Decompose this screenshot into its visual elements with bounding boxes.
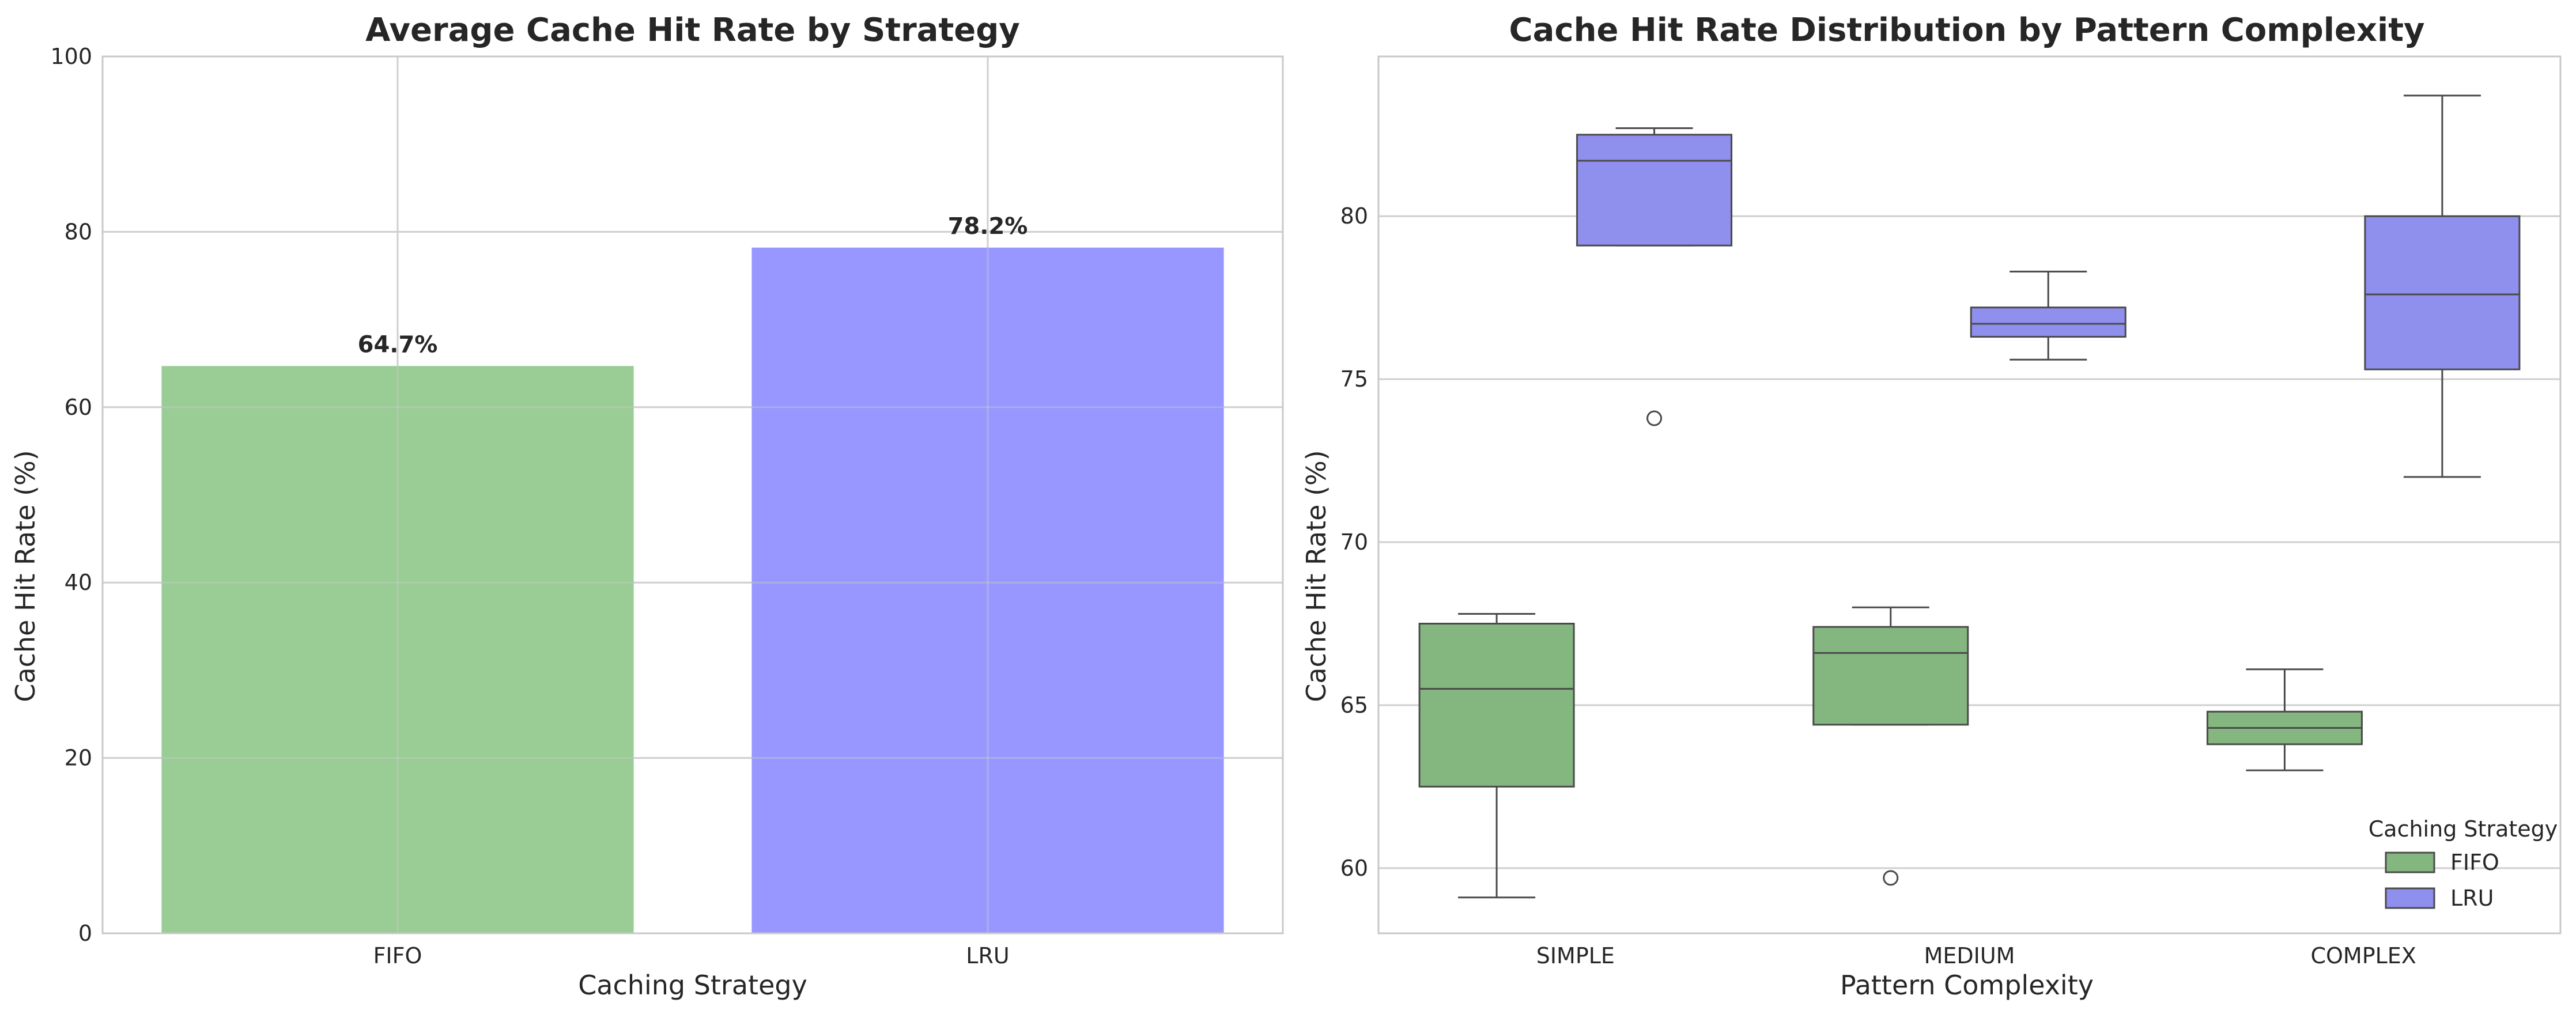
- legend: Caching Strategy FIFO LRU: [2369, 816, 2558, 911]
- legend-swatch-lru: [2385, 887, 2435, 909]
- bar-chart-y-axis-label: Cache Hit Rate (%): [10, 450, 41, 702]
- box-chart-y-tick-label: 80: [1340, 203, 1368, 229]
- box-chart-y-ticks: 60 65 70 75 80: [1340, 203, 1368, 881]
- bar-chart-x-tick-label: FIFO: [373, 943, 422, 968]
- box-iqr: [1812, 626, 1969, 726]
- box-chart-y-tick-label: 70: [1340, 529, 1368, 555]
- box-chart-y-tick-label: 65: [1340, 692, 1368, 718]
- box-chart: 60 65 70 75 80 SIMPLE MEDIUM COMPLEX Cache Hit…: [1301, 12, 2562, 1001]
- legend-title: Caching Strategy: [2369, 816, 2558, 842]
- bar-lru: [751, 247, 1224, 933]
- box-chart-frame: [1377, 55, 2562, 934]
- outlier-point: [1883, 870, 1899, 886]
- bar-chart-y-tick-label: 100: [50, 44, 92, 69]
- bar-chart-title: Average Cache Hit Rate by Strategy: [365, 12, 1020, 49]
- legend-swatch-fifo: [2385, 852, 2435, 873]
- legend-label-lru: LRU: [2450, 885, 2494, 911]
- box-iqr: [1418, 622, 1575, 788]
- box-lru-medium: [1970, 270, 2126, 361]
- box-chart-x-ticks: SIMPLE MEDIUM COMPLEX: [1536, 943, 2416, 968]
- box-chart-x-axis-label: Pattern Complexity: [1840, 970, 2094, 1001]
- bar-chart-y-ticks: 0 20 40 60 80 100: [50, 44, 92, 946]
- bar-chart-x-tick-label: LRU: [966, 943, 1009, 968]
- box-chart-title: Cache Hit Rate Distribution by Pattern C…: [1509, 12, 2425, 49]
- box-fifo-medium: [1812, 606, 1969, 886]
- bar-chart-y-tick-label: 60: [65, 395, 92, 420]
- box-chart-boxes: [1418, 94, 2521, 899]
- box-iqr: [1970, 306, 2126, 338]
- bar-chart-frame: [101, 55, 1284, 934]
- bar-chart-y-tick-label: 20: [65, 745, 92, 771]
- bar-chart-axes-frame: [101, 55, 1284, 934]
- box-chart-x-tick-label: MEDIUM: [1924, 943, 2015, 968]
- box-chart-grid: [1378, 215, 2560, 869]
- box-chart-axes-frame: [1377, 55, 2562, 934]
- box-lru-simple: [1576, 127, 1733, 426]
- bar-chart-y-tick-label: 40: [65, 570, 92, 595]
- box-iqr: [1576, 134, 1733, 247]
- box-fifo-simple: [1418, 613, 1575, 899]
- bar-chart-value-labels: 64.7% 78.2%: [358, 213, 1028, 358]
- box-chart-x-tick-label: SIMPLE: [1536, 943, 1615, 968]
- bar-chart-x-axis-label: Caching Strategy: [578, 970, 807, 1001]
- box-chart-y-axis-label: Cache Hit Rate (%): [1301, 450, 1332, 702]
- bar-value-label: 78.2%: [948, 213, 1028, 240]
- bar-value-label: 64.7%: [358, 331, 438, 358]
- bar-chart-x-ticks: FIFO LRU: [373, 943, 1010, 968]
- box-chart-y-tick-label: 75: [1340, 366, 1368, 392]
- box-chart-x-tick-label: COMPLEX: [2310, 943, 2416, 968]
- bar-chart-y-tick-label: 0: [78, 921, 92, 946]
- box-iqr: [2364, 215, 2521, 370]
- box-chart-y-tick-label: 60: [1340, 856, 1368, 881]
- bar-fifo: [161, 366, 634, 933]
- box-fifo-complex: [2206, 668, 2363, 771]
- bar-chart: 0 20 40 60 80 100 FIFO LRU 64.7% 78.2% Average …: [10, 12, 1284, 1001]
- box-lru-complex: [2364, 94, 2521, 478]
- legend-label-fifo: FIFO: [2450, 850, 2499, 875]
- outlier-point: [1646, 410, 1663, 426]
- bar-chart-y-tick-label: 80: [65, 219, 92, 244]
